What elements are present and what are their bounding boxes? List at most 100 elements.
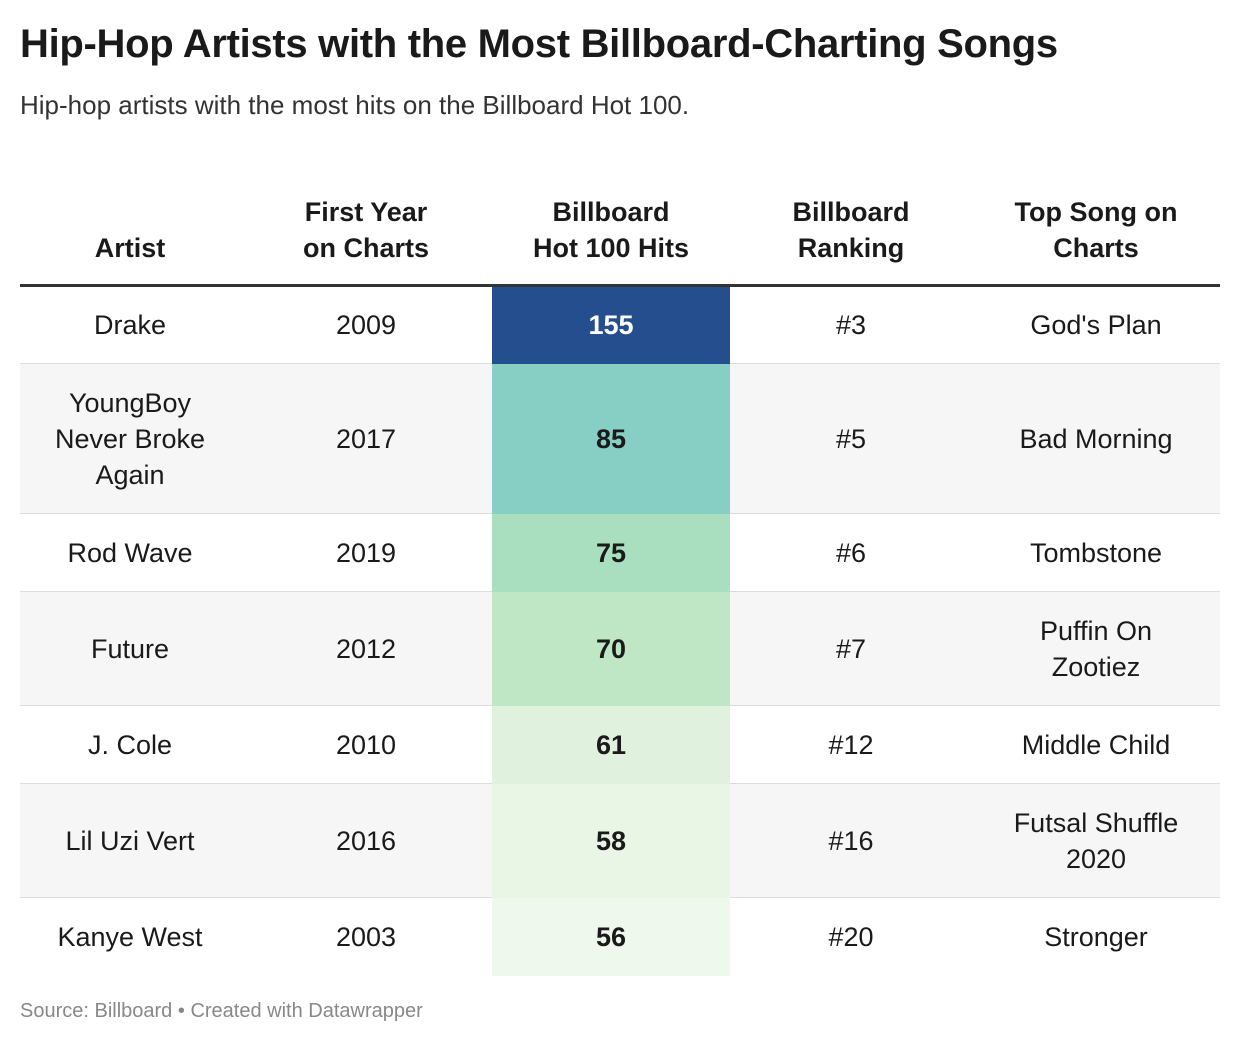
cell-artist: Drake bbox=[20, 285, 240, 364]
cell-song-text: Zootiez bbox=[1051, 651, 1141, 682]
cell-hits-text: 61 bbox=[595, 729, 627, 760]
cell-ranking: #12 bbox=[730, 705, 972, 784]
cell-artist: J. Cole bbox=[20, 705, 240, 784]
cell-ranking: #5 bbox=[730, 363, 972, 514]
footer: Source: Billboard • Created with Datawra… bbox=[20, 1000, 423, 1023]
cell-artist-text: Lil Uzi Vert bbox=[65, 825, 195, 856]
cell-year-text: 2016 bbox=[335, 825, 397, 856]
cell-song: Futsal Shuffle 2020 bbox=[972, 783, 1220, 898]
cell-hits: 155 bbox=[492, 285, 730, 364]
cell-artist: Rod Wave bbox=[20, 513, 240, 592]
cell-hits: 61 bbox=[492, 705, 730, 784]
column-header-line: Ranking bbox=[797, 233, 905, 263]
cell-year-text: 2009 bbox=[335, 310, 397, 340]
table-header: Artist First Year on Charts Billboard Hot 10… bbox=[20, 172, 1220, 287]
cell-artist-text: J. Cole bbox=[87, 729, 173, 760]
cell-artist-text: Again bbox=[95, 459, 165, 490]
cell-ranking-text: #6 bbox=[835, 537, 867, 568]
cell-year-text: 2012 bbox=[335, 633, 397, 664]
cell-song: God's Plan bbox=[972, 285, 1220, 364]
cell-ranking-text: #7 bbox=[835, 633, 867, 664]
cell-ranking: #3 bbox=[730, 285, 972, 364]
header-row: Artist First Year on Charts Billboard Hot 10… bbox=[20, 172, 1220, 287]
table-row: Lil Uzi Vert 2016 58 #16 Futsal Shuffle 2020 bbox=[20, 783, 1220, 898]
footer-separator: • bbox=[177, 1000, 185, 1022]
column-header-line: Top Song on bbox=[1014, 197, 1178, 227]
column-header-line: on Charts bbox=[302, 233, 429, 263]
cell-ranking: #7 bbox=[730, 591, 972, 706]
column-header-line: First Year bbox=[304, 197, 428, 227]
table-row: J. Cole 2010 61 #12 Middle Child bbox=[20, 705, 1220, 784]
chart-title: Hip-Hop Artists with the Most Billboard-… bbox=[20, 22, 1058, 66]
cell-year-text: 2010 bbox=[335, 729, 397, 760]
column-header-line: Charts bbox=[1053, 233, 1139, 263]
cell-song-text: Stronger bbox=[1044, 921, 1148, 952]
table-row: Drake 2009 155 #3 God's Plan bbox=[20, 285, 1220, 364]
cell-song-text: Bad Morning bbox=[1019, 423, 1173, 454]
cell-artist: Future bbox=[20, 591, 240, 706]
table-body: Drake 2009 155 #3 God's Plan YoungBoy Never Br… bbox=[20, 285, 1220, 976]
chart-subtitle: Hip-hop artists with the most hits on th… bbox=[20, 90, 690, 120]
cell-artist: Lil Uzi Vert bbox=[20, 783, 240, 898]
data-table: Artist First Year on Charts Billboard Hot 10… bbox=[20, 172, 1220, 976]
cell-year-text: 2003 bbox=[335, 921, 397, 952]
cell-song-text: Middle Child bbox=[1021, 729, 1171, 760]
cell-hits: 56 bbox=[492, 897, 730, 976]
column-header-artist: Artist bbox=[20, 172, 240, 287]
table-row: YoungBoy Never Broke Again 2017 85 #5 Bad Morn… bbox=[20, 363, 1220, 514]
cell-artist: YoungBoy Never Broke Again bbox=[20, 363, 240, 514]
column-header-year: First Year on Charts bbox=[240, 172, 492, 287]
column-header-song: Top Song on Charts bbox=[972, 172, 1220, 287]
cell-artist: Kanye West bbox=[20, 897, 240, 976]
cell-hits: 58 bbox=[492, 783, 730, 898]
cell-artist-text: Future bbox=[90, 633, 170, 664]
cell-ranking-text: #16 bbox=[828, 825, 874, 856]
cell-song-text: God's Plan bbox=[1030, 310, 1162, 340]
cell-year: 2010 bbox=[240, 705, 492, 784]
credit-note: Created with Datawrapper bbox=[190, 1000, 423, 1022]
cell-ranking-text: #12 bbox=[828, 729, 874, 760]
cell-song: Stronger bbox=[972, 897, 1220, 976]
cell-hits: 85 bbox=[492, 363, 730, 514]
cell-song: Middle Child bbox=[972, 705, 1220, 784]
cell-hits: 70 bbox=[492, 591, 730, 706]
cell-ranking: #20 bbox=[730, 897, 972, 976]
cell-song-text: Puffin On bbox=[1039, 615, 1153, 646]
cell-year: 2003 bbox=[240, 897, 492, 976]
cell-year-text: 2019 bbox=[335, 537, 397, 568]
cell-song: Tombstone bbox=[972, 513, 1220, 592]
cell-hits: 75 bbox=[492, 513, 730, 592]
cell-ranking-text: #20 bbox=[828, 921, 874, 952]
cell-song: Bad Morning bbox=[972, 363, 1220, 514]
cell-artist-text: Rod Wave bbox=[67, 537, 193, 568]
column-header-line: Billboard bbox=[792, 197, 910, 227]
column-header-ranking: Billboard Ranking bbox=[730, 172, 972, 287]
cell-year: 2017 bbox=[240, 363, 492, 514]
cell-hits-text: 75 bbox=[595, 537, 627, 568]
table-row: Kanye West 2003 56 #20 Stronger bbox=[20, 897, 1220, 976]
cell-ranking-text: #5 bbox=[835, 423, 867, 454]
cell-hits-text: 155 bbox=[588, 310, 634, 341]
cell-year: 2019 bbox=[240, 513, 492, 592]
table-row: Future 2012 70 #7 Puffin On Zootiez bbox=[20, 591, 1220, 706]
cell-hits-text: 56 bbox=[595, 921, 627, 952]
cell-ranking: #16 bbox=[730, 783, 972, 898]
cell-year-text: 2017 bbox=[335, 423, 397, 454]
cell-song-text: 2020 bbox=[1065, 843, 1127, 874]
cell-artist-text: YoungBoy bbox=[68, 387, 192, 418]
column-header-line: Artist bbox=[94, 233, 166, 263]
cell-artist-text: Never Broke bbox=[54, 423, 206, 454]
cell-song-text: Futsal Shuffle bbox=[1013, 807, 1179, 838]
table-row: Rod Wave 2019 75 #6 Tombstone bbox=[20, 513, 1220, 592]
cell-artist-text: Drake bbox=[93, 310, 167, 340]
cell-song-text: Tombstone bbox=[1029, 537, 1163, 568]
cell-ranking: #6 bbox=[730, 513, 972, 592]
cell-year: 2012 bbox=[240, 591, 492, 706]
column-header-line: Billboard bbox=[552, 197, 670, 227]
column-header-line: Hot 100 Hits bbox=[532, 233, 690, 263]
cell-artist-text: Kanye West bbox=[57, 921, 203, 952]
cell-ranking-text: #3 bbox=[835, 310, 867, 340]
cell-hits-text: 58 bbox=[595, 825, 627, 856]
cell-hits-text: 70 bbox=[595, 633, 627, 664]
cell-song: Puffin On Zootiez bbox=[972, 591, 1220, 706]
